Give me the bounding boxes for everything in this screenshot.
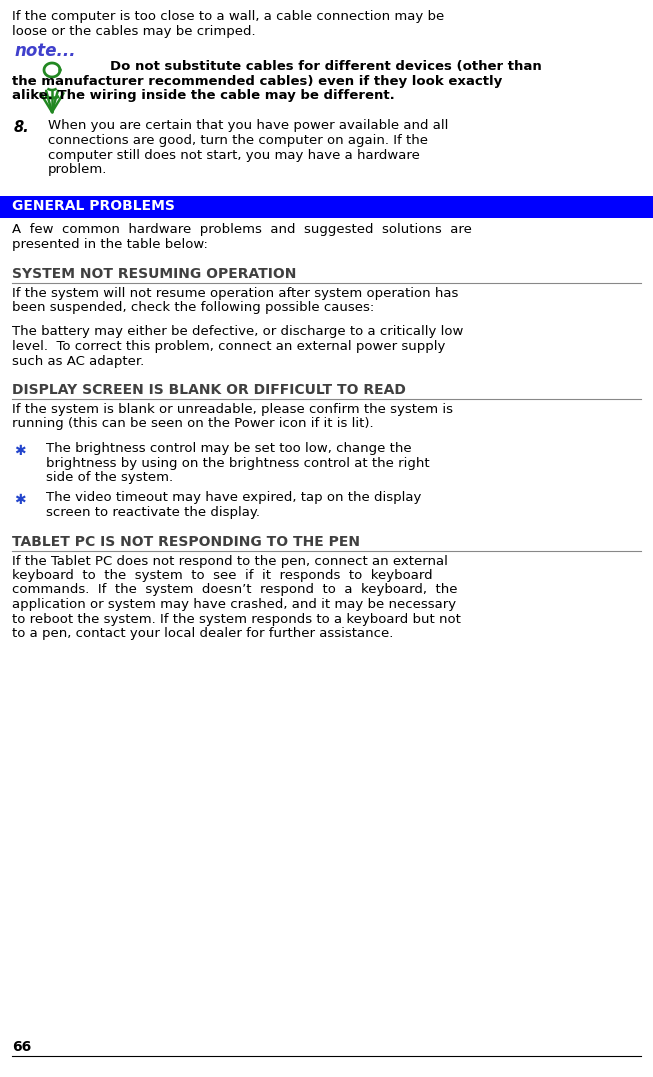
Text: The brightness control may be set too low, change the: The brightness control may be set too lo…	[46, 442, 411, 454]
Text: screen to reactivate the display.: screen to reactivate the display.	[46, 506, 260, 519]
Text: The video timeout may have expired, tap on the display: The video timeout may have expired, tap …	[46, 491, 421, 504]
Text: If the computer is too close to a wall, a cable connection may be: If the computer is too close to a wall, …	[12, 10, 444, 23]
Text: GENERAL PROBLEMS: GENERAL PROBLEMS	[12, 199, 175, 213]
Text: Do not substitute cables for different devices (other than: Do not substitute cables for different d…	[110, 60, 542, 73]
Text: TABLET PC IS NOT RESPONDING TO THE PEN: TABLET PC IS NOT RESPONDING TO THE PEN	[12, 534, 360, 548]
Text: keyboard  to  the  system  to  see  if  it  responds  to  keyboard: keyboard to the system to see if it resp…	[12, 569, 433, 582]
Text: application or system may have crashed, and it may be necessary: application or system may have crashed, …	[12, 598, 456, 611]
Text: presented in the table below:: presented in the table below:	[12, 238, 208, 251]
Text: brightness by using on the brightness control at the right: brightness by using on the brightness co…	[46, 457, 430, 470]
Text: 66: 66	[12, 1040, 31, 1054]
Text: SYSTEM NOT RESUMING OPERATION: SYSTEM NOT RESUMING OPERATION	[12, 266, 296, 280]
Text: to a pen, contact your local dealer for further assistance.: to a pen, contact your local dealer for …	[12, 627, 393, 640]
Text: loose or the cables may be crimped.: loose or the cables may be crimped.	[12, 25, 255, 38]
Text: ✱: ✱	[14, 444, 25, 458]
Text: running (this can be seen on the Power icon if it is lit).: running (this can be seen on the Power i…	[12, 418, 374, 431]
Text: A  few  common  hardware  problems  and  suggested  solutions  are: A few common hardware problems and sugge…	[12, 224, 472, 237]
Text: computer still does not start, you may have a hardware: computer still does not start, you may h…	[48, 149, 420, 162]
Text: to reboot the system. If the system responds to a keyboard but not: to reboot the system. If the system resp…	[12, 613, 461, 626]
Text: connections are good, turn the computer on again. If the: connections are good, turn the computer …	[48, 134, 428, 146]
Text: commands.  If  the  system  doesn’t  respond  to  a  keyboard,  the: commands. If the system doesn’t respond …	[12, 584, 458, 597]
Text: side of the system.: side of the system.	[46, 471, 173, 484]
Text: When you are certain that you have power available and all: When you are certain that you have power…	[48, 120, 449, 132]
Text: such as AC adapter.: such as AC adapter.	[12, 354, 144, 367]
Text: problem.: problem.	[48, 163, 107, 176]
Bar	[0, 196, 653, 218]
Text: note...: note...	[14, 42, 76, 60]
Text: If the system is blank or unreadable, please confirm the system is: If the system is blank or unreadable, pl…	[12, 403, 453, 416]
Text: the manufacturer recommended cables) even if they look exactly: the manufacturer recommended cables) eve…	[12, 74, 502, 87]
Text: alike. The wiring inside the cable may be different.: alike. The wiring inside the cable may b…	[12, 89, 395, 102]
Text: been suspended, check the following possible causes:: been suspended, check the following poss…	[12, 300, 374, 314]
Text: If the Tablet PC does not respond to the pen, connect an external: If the Tablet PC does not respond to the…	[12, 555, 448, 568]
Text: The battery may either be defective, or discharge to a critically low: The battery may either be defective, or …	[12, 325, 464, 338]
Text: ✱: ✱	[14, 493, 25, 507]
Text: If the system will not resume operation after system operation has: If the system will not resume operation …	[12, 286, 458, 299]
Text: 8.: 8.	[14, 120, 29, 135]
Text: level.  To correct this problem, connect an external power supply: level. To correct this problem, connect …	[12, 340, 445, 353]
Text: DISPLAY SCREEN IS BLANK OR DIFFICULT TO READ: DISPLAY SCREEN IS BLANK OR DIFFICULT TO …	[12, 383, 406, 397]
